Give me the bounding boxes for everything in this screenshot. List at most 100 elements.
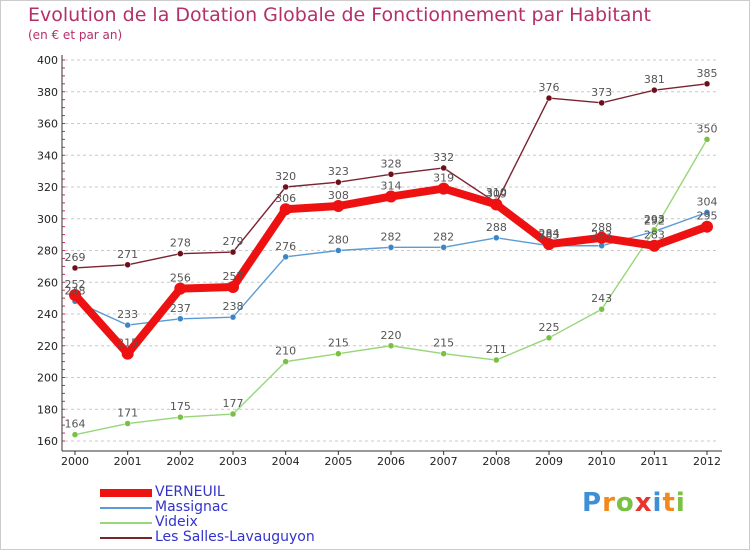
y-tick-label: 160 (37, 435, 58, 448)
data-label: 220 (381, 329, 402, 342)
data-label: 309 (486, 187, 507, 200)
data-label: 210 (275, 345, 296, 358)
x-tick-label: 2012 (693, 455, 721, 468)
data-label: 319 (433, 172, 454, 185)
y-tick-label: 300 (37, 213, 58, 226)
data-label: 295 (697, 210, 718, 223)
data-label: 306 (275, 192, 296, 205)
data-label: 304 (697, 195, 718, 208)
x-tick-label: 2011 (640, 455, 668, 468)
data-point (335, 178, 342, 186)
data-label: 171 (117, 407, 138, 420)
x-tick-label: 2010 (588, 455, 616, 468)
data-label: 314 (381, 180, 402, 193)
data-point (71, 264, 79, 272)
y-tick-label: 380 (37, 86, 58, 99)
data-point (385, 190, 397, 203)
data-label: 328 (381, 157, 402, 170)
data-label: 332 (433, 151, 454, 164)
data-label: 284 (539, 227, 560, 240)
legend-swatch (100, 507, 152, 509)
data-point (440, 244, 447, 251)
data-point (282, 253, 289, 261)
data-point (440, 164, 447, 172)
y-tick-label: 280 (37, 245, 58, 258)
data-label: 215 (328, 337, 349, 350)
x-tick-label: 2008 (482, 455, 510, 468)
data-point (229, 248, 237, 256)
y-tick-label: 220 (37, 340, 58, 353)
data-label: 257 (223, 270, 244, 283)
data-point (177, 413, 184, 421)
data-point (229, 410, 237, 418)
data-label: 385 (697, 67, 718, 80)
y-tick-label: 340 (37, 149, 58, 162)
data-point (543, 238, 555, 251)
y-tick-label: 240 (37, 308, 58, 321)
legend-label: Videix (155, 514, 198, 530)
legend-label: Massignac (155, 499, 229, 515)
data-point (490, 198, 503, 211)
data-point (437, 182, 450, 195)
logo-letter: r (602, 488, 616, 518)
legend-swatch (100, 489, 152, 497)
data-point (71, 431, 79, 438)
chart-title: Evolution de la Dotation Globale de Fonc… (28, 4, 651, 26)
data-point (648, 239, 661, 252)
logo-letter: i (652, 488, 663, 518)
y-tick-label: 360 (37, 118, 58, 131)
data-label: 177 (223, 397, 244, 410)
data-label: 276 (275, 240, 296, 253)
data-point (703, 80, 711, 88)
logo-letter: t (662, 488, 676, 518)
x-tick-label: 2004 (272, 455, 300, 468)
data-point (387, 171, 395, 178)
data-point (177, 315, 184, 323)
data-label: 376 (539, 81, 560, 94)
x-tick-label: 2000 (61, 455, 89, 468)
data-label: 211 (486, 343, 507, 356)
logo-letter: x (634, 488, 653, 518)
data-point (701, 220, 713, 233)
data-point (69, 288, 81, 301)
data-point (387, 244, 395, 251)
data-label: 215 (117, 337, 138, 350)
y-tick-label: 320 (37, 181, 58, 194)
data-point (279, 203, 292, 216)
x-tick-label: 2003 (219, 455, 247, 468)
data-point (335, 350, 342, 357)
logo-letter: i (675, 488, 686, 518)
data-label: 164 (65, 418, 86, 431)
data-point (177, 250, 184, 257)
proxiti-logo: Proxiti (582, 488, 686, 518)
data-label: 215 (433, 337, 454, 350)
data-label: 282 (433, 230, 454, 243)
data-point (545, 334, 553, 342)
data-label: 288 (591, 221, 612, 234)
data-point (282, 183, 289, 191)
data-point (651, 226, 658, 234)
data-point (229, 313, 237, 321)
data-label: 248 (65, 284, 86, 297)
data-point (282, 358, 289, 365)
data-point (703, 136, 711, 143)
y-tick-label: 180 (37, 403, 58, 416)
data-point (121, 347, 134, 360)
y-tick-label: 400 (37, 54, 58, 67)
data-label: 283 (591, 229, 612, 242)
data-label: 256 (170, 272, 191, 285)
data-label: 323 (328, 165, 349, 178)
data-point (651, 86, 658, 94)
x-tick-label: 2006 (377, 455, 405, 468)
data-point (124, 420, 131, 427)
data-label: 271 (117, 248, 138, 261)
logo-letter: P (582, 488, 603, 518)
data-label: 279 (223, 235, 244, 248)
data-point (703, 209, 711, 216)
data-point (493, 234, 500, 242)
data-point (545, 94, 553, 102)
data-label: 293 (644, 213, 665, 226)
data-label: 373 (591, 86, 612, 99)
data-label: 283 (539, 229, 560, 242)
